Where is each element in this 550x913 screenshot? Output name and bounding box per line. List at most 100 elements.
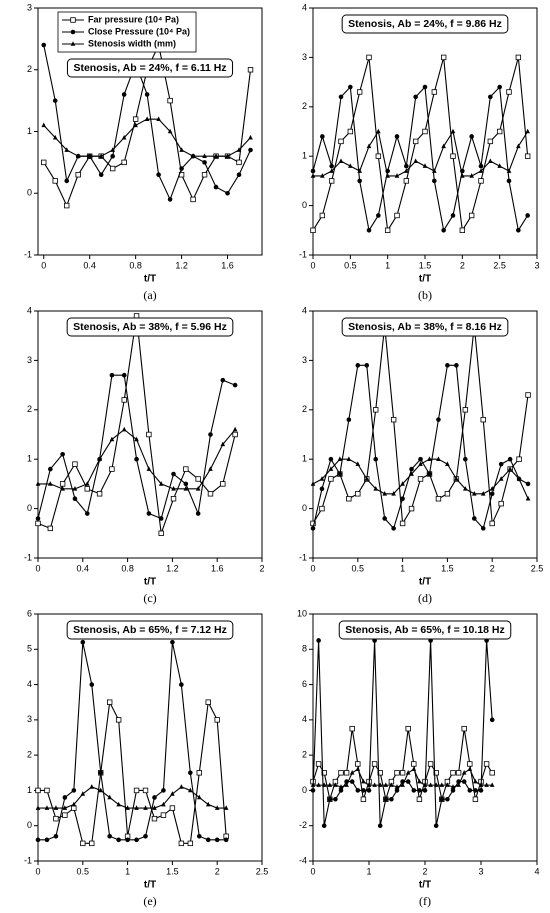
marker-triangle [418, 461, 423, 466]
x-tick-label: 0 [35, 866, 40, 876]
marker-circle [391, 526, 396, 531]
marker-circle [183, 481, 189, 487]
marker-triangle [310, 481, 316, 486]
marker-square [75, 172, 81, 178]
marker-triangle [422, 163, 428, 168]
marker-circle [409, 466, 414, 472]
marker-triangle [52, 134, 58, 140]
legend-label: Close Pressure (10⁴ Pa) [88, 26, 190, 36]
marker-triangle [478, 782, 484, 787]
marker-square [355, 761, 361, 767]
marker-circle [144, 92, 150, 97]
marker-square [478, 178, 484, 184]
marker-circle [488, 94, 493, 100]
marker-triangle [471, 490, 477, 496]
marker-circle [411, 788, 417, 793]
marker-square [247, 67, 254, 73]
y-tick-label: -1 [299, 552, 307, 562]
marker-circle [320, 134, 325, 139]
marker-circle [450, 213, 456, 218]
marker-triangle [516, 143, 521, 149]
marker-triangle [372, 782, 377, 787]
marker-circle [394, 788, 400, 793]
marker-circle [156, 172, 161, 178]
marker-triangle [188, 787, 193, 793]
caption: (d) [418, 591, 432, 605]
marker-square [310, 520, 316, 527]
y-tick-label: -1 [24, 855, 32, 865]
marker-triangle [441, 143, 446, 149]
marker-circle [225, 190, 230, 196]
marker-square [524, 153, 531, 159]
marker-triangle [389, 782, 394, 787]
marker-triangle [357, 168, 362, 173]
marker-circle [121, 92, 127, 97]
marker-square [121, 397, 127, 403]
marker-square [467, 761, 473, 767]
x-tick-label: 1.5 [419, 260, 432, 270]
marker-square [440, 54, 447, 61]
marker-square [106, 699, 113, 705]
marker-square [59, 481, 66, 487]
marker-circle [134, 456, 139, 462]
chart-title: Stenosis, Ab = 38%, f = 8.16 Hz [348, 321, 502, 333]
x-axis-label: t/T [419, 577, 431, 588]
marker-circle [427, 471, 432, 477]
marker-circle [357, 178, 362, 184]
marker-circle [382, 516, 387, 521]
x-tick-label: 1.2 [166, 563, 179, 573]
marker-triangle [498, 476, 504, 481]
x-tick-label: 1 [366, 866, 371, 876]
marker-circle [89, 682, 95, 687]
marker-triangle [202, 153, 207, 158]
marker-square [462, 407, 469, 413]
x-tick-label: 0.5 [352, 563, 365, 573]
marker-triangle [506, 168, 512, 173]
marker-square [346, 496, 352, 502]
y-tick-label: 2 [302, 404, 307, 414]
marker-circle [107, 834, 112, 839]
marker-square [133, 787, 140, 794]
marker-circle [223, 837, 229, 843]
marker-triangle [248, 134, 253, 140]
marker-triangle [183, 486, 189, 491]
marker-circle [400, 496, 405, 502]
marker-square [236, 159, 242, 166]
marker-circle [445, 796, 450, 802]
marker-triangle [338, 784, 344, 789]
marker-circle [48, 466, 53, 472]
x-tick-label: 0 [310, 866, 315, 876]
marker-circle [469, 134, 474, 139]
marker-square [472, 796, 479, 802]
x-axis-label: t/T [144, 880, 156, 891]
marker-square [417, 476, 424, 482]
marker-circle [152, 795, 157, 800]
marker-triangle [72, 486, 78, 491]
marker-circle [506, 178, 512, 184]
marker-triangle [328, 466, 334, 471]
marker-circle [366, 788, 372, 793]
marker-triangle [463, 486, 468, 491]
marker-triangle [422, 782, 428, 787]
marker-circle [202, 160, 207, 165]
chart-title: Stenosis, Ab = 65%, f = 10.18 Hz [345, 624, 505, 636]
marker-triangle [44, 805, 50, 810]
marker-triangle [236, 147, 242, 152]
marker-triangle [121, 426, 127, 432]
series-line [37, 315, 236, 534]
marker-triangle [89, 784, 95, 789]
marker-triangle [35, 481, 41, 486]
marker-triangle [87, 153, 92, 158]
marker-square [411, 761, 417, 767]
marker-triangle [391, 490, 396, 496]
marker-circle [433, 823, 439, 829]
marker-circle [98, 172, 104, 178]
marker-triangle [454, 476, 459, 481]
marker-square [360, 796, 367, 802]
marker-triangle [450, 128, 456, 134]
marker-square [343, 770, 350, 776]
marker-triangle [223, 805, 229, 810]
marker-circle [478, 163, 484, 169]
y-tick-label: 0 [302, 503, 307, 513]
x-tick-label: 3 [478, 866, 483, 876]
